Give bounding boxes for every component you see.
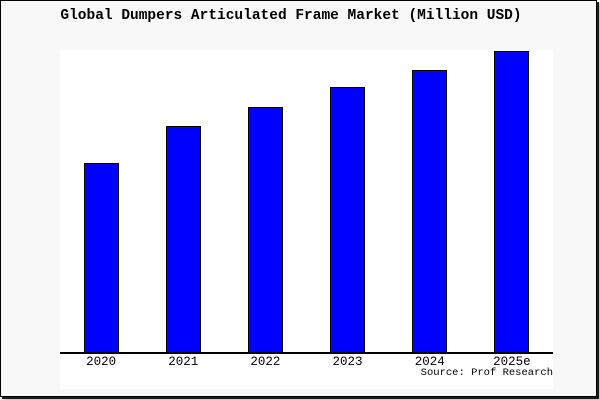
source-credit: Source: Prof Research [420,367,553,379]
x-tick-label-2022: 2022 [250,355,281,369]
bar-2021 [165,126,201,352]
plot-area [60,50,553,354]
x-tick-label-2021: 2021 [168,355,199,369]
chart-title: Global Dumpers Articulated Frame Market … [60,8,522,24]
bar-2024 [412,70,448,352]
x-tick-label-2024: 2024 [414,355,445,369]
x-axis-labels: 2020 2021 2022 2023 2024 2025e [60,355,553,369]
x-tick-label-2025e: 2025e [493,355,531,369]
bar-2025e [494,51,530,352]
bar-2020 [83,163,119,352]
x-tick-label-2023: 2023 [332,355,363,369]
plot-background [60,50,553,389]
x-tick-label-2020: 2020 [86,355,117,369]
bar-2023 [330,87,366,352]
bar-2022 [247,107,283,352]
